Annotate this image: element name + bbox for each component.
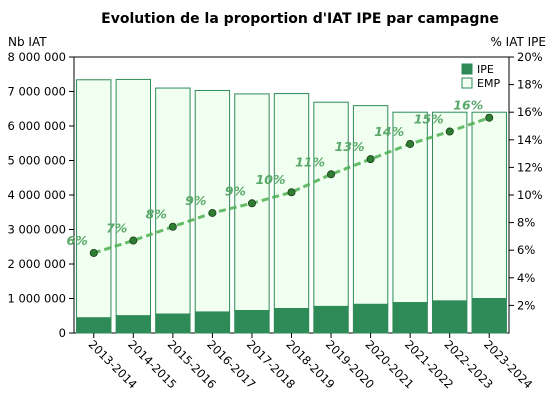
percent-point	[129, 236, 138, 245]
y-right-tick-label: 2%	[517, 298, 535, 312]
legend-label-emp: EMP	[477, 77, 500, 90]
percent-point	[208, 208, 217, 217]
bar-ipe	[76, 317, 112, 334]
percent-label: 10%	[256, 172, 286, 187]
percent-line	[93, 116, 490, 255]
y-axis-right-title: % IAT IPE	[490, 35, 546, 49]
percent-label: 14%	[374, 124, 404, 139]
bar-emp	[76, 79, 112, 319]
y-left-tick-label: 1 000 000	[7, 292, 66, 306]
percent-point	[168, 222, 177, 231]
y-right-tick-label: 4%	[517, 271, 535, 285]
percent-label: 8%	[146, 207, 167, 222]
bar-ipe	[392, 302, 428, 334]
percent-point	[445, 127, 454, 136]
percent-point	[89, 248, 98, 257]
bar-ipe	[273, 308, 310, 334]
percent-point	[366, 155, 375, 164]
bar-emp	[471, 111, 507, 299]
bar-ipe	[471, 298, 507, 334]
bar-ipe	[352, 303, 389, 334]
percent-point	[485, 113, 494, 122]
bar-emp	[155, 87, 191, 315]
y-right-tick-label: 6%	[517, 243, 535, 257]
percent-label: 9%	[225, 183, 246, 198]
bar-emp	[313, 101, 349, 307]
percent-label: 15%	[414, 112, 444, 127]
y-right-tick-label: 8%	[517, 216, 535, 230]
percent-label: 6%	[67, 233, 88, 248]
y-right-tick-label: 14%	[517, 133, 543, 147]
y-right-tick-label: 10%	[517, 188, 543, 202]
y-left-tick-label: 6 000 000	[7, 119, 66, 133]
percent-label: 11%	[295, 154, 325, 169]
y-right-tick-label: 18%	[517, 78, 543, 92]
percent-point	[287, 188, 296, 197]
bar-emp	[352, 105, 389, 305]
y-left-tick-label: 5 000 000	[7, 154, 66, 168]
percent-label: 13%	[335, 139, 365, 154]
y-left-tick-label: 4 000 000	[7, 188, 66, 202]
chart-title: Evolution de la proportion d'IAT IPE par…	[101, 11, 499, 27]
bar-ipe	[155, 313, 191, 334]
percent-point	[327, 170, 336, 179]
bar-ipe	[431, 300, 468, 334]
bar-emp	[115, 78, 152, 317]
bar-ipe	[115, 315, 152, 334]
y-axis-left-title: Nb IAT	[8, 35, 47, 49]
bar-emp	[273, 93, 310, 310]
bar-ipe	[234, 310, 270, 334]
y-left-tick-label: 8 000 000	[7, 50, 66, 64]
percent-point	[247, 199, 256, 208]
y-left-tick-label: 2 000 000	[7, 257, 66, 271]
y-left-tick-label: 0	[59, 326, 66, 340]
y-right-tick-label: 20%	[517, 50, 543, 64]
y-right-tick-label: 16%	[517, 105, 543, 119]
y-right-tick-label: 12%	[517, 160, 543, 174]
y-left-tick-label: 3 000 000	[7, 223, 66, 237]
legend-label-ipe: IPE	[477, 63, 494, 76]
percent-label: 9%	[185, 193, 206, 208]
legend-swatch-ipe	[461, 63, 473, 75]
percent-label: 16%	[453, 98, 483, 113]
percent-label: 7%	[106, 221, 127, 236]
bar-emp	[431, 111, 468, 302]
percent-point	[406, 139, 415, 148]
bar-ipe	[313, 305, 349, 334]
bar-ipe	[194, 311, 231, 334]
legend-swatch-emp	[461, 77, 473, 89]
y-left-tick-label: 7 000 000	[7, 85, 66, 99]
